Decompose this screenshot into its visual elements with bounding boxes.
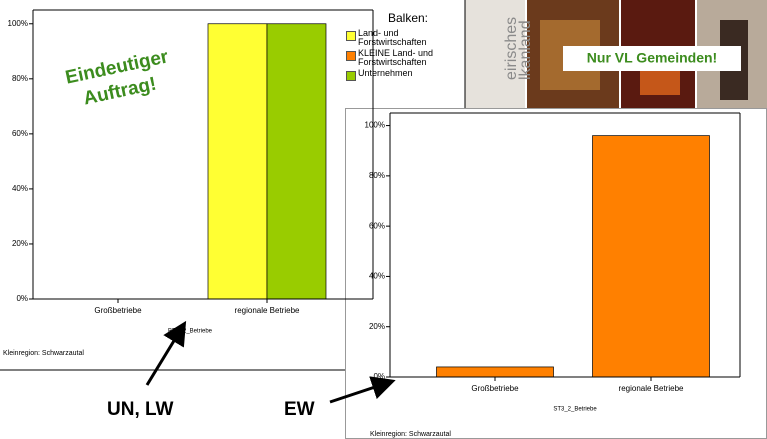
legend-entry: Land- und Forstwirtschaften <box>346 29 464 47</box>
x-tick-label: regionale Betriebe <box>619 384 684 393</box>
x-tick-label: Großbetriebe <box>471 384 519 393</box>
y-tick-label: 0% <box>16 294 28 303</box>
legend-entry: Unternehmen <box>346 69 464 81</box>
legend-label: Land- und Forstwirtschaften <box>358 28 427 47</box>
bar <box>207 23 268 300</box>
banner-text: eirisches <box>503 17 520 80</box>
callout: Nur VL Gemeinden! <box>587 50 717 66</box>
legend-swatch <box>346 51 356 61</box>
note: Kleinregion: Schwarzautal <box>370 431 451 438</box>
y-tick-label: 20% <box>369 322 385 331</box>
legend-entry: KLEINE Land- und Forstwirtschaften <box>346 49 464 67</box>
arrow <box>145 320 187 386</box>
legend-title: Balken: <box>387 11 429 25</box>
y-tick-label: 100% <box>365 121 385 130</box>
banner-photo <box>465 0 525 108</box>
y-tick-label: 0% <box>373 372 385 381</box>
banner-text: lkanland <box>517 20 534 80</box>
x-tick-label: Großbetriebe <box>94 306 142 315</box>
y-tick-label: 60% <box>12 129 28 138</box>
x-axis-label: BR2_2_Betriebe <box>168 329 213 335</box>
bar <box>266 23 327 300</box>
bar <box>592 135 710 378</box>
y-tick-label: 80% <box>12 74 28 83</box>
bar <box>436 366 554 378</box>
arrow <box>329 376 396 404</box>
legend: Balken: Land- und Forstwirtschaften KLEINE… <box>346 11 464 83</box>
note: Kleinregion: Schwarzautal <box>3 350 84 357</box>
y-tick-label: 100% <box>8 19 28 28</box>
legend-label: Unternehmen <box>358 68 413 78</box>
legend-label: KLEINE Land- und Forstwirtschaften <box>358 48 434 67</box>
x-axis-label: ST3_2_Betriebe <box>553 407 597 413</box>
y-tick-label: 40% <box>12 184 28 193</box>
y-tick-label: 40% <box>369 272 385 281</box>
y-tick-label: 60% <box>369 221 385 230</box>
legend-swatch <box>346 31 356 41</box>
annotation: UN, LW <box>107 399 174 420</box>
annotation: EW <box>284 399 315 420</box>
y-tick-label: 20% <box>12 239 28 248</box>
legend-swatch <box>346 71 356 81</box>
callout-box <box>563 46 741 71</box>
x-tick-label: regionale Betriebe <box>235 306 300 315</box>
y-tick-label: 80% <box>369 171 385 180</box>
